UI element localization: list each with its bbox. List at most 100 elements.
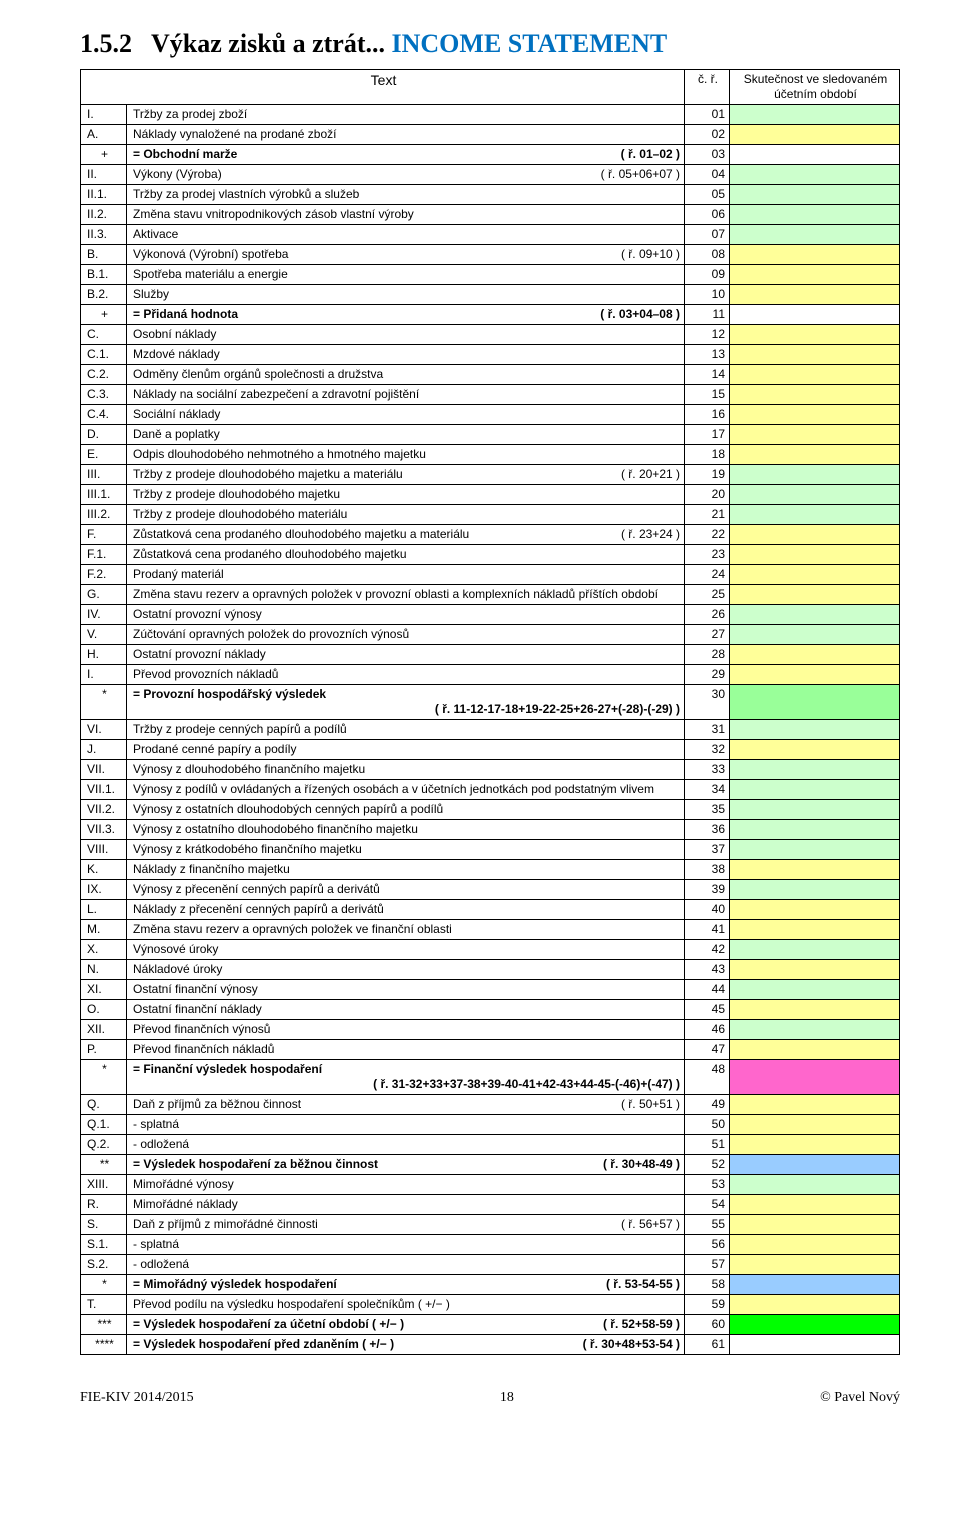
row-value: [730, 364, 900, 384]
row-value: [730, 1334, 900, 1354]
row-prefix: O.: [81, 999, 127, 1019]
row-number: 29: [685, 664, 730, 684]
row-text-label: - odložená: [133, 1257, 189, 1271]
row-number: 21: [685, 504, 730, 524]
row-number: 54: [685, 1194, 730, 1214]
row-text-label: Prodané cenné papíry a podíly: [133, 742, 296, 756]
row-text-label: Tržby za prodej vlastních výrobků a služ…: [133, 187, 359, 201]
row-value: [730, 939, 900, 959]
table-row: += Přidaná hodnota( ř. 03+04–08 )11: [81, 304, 900, 324]
table-row: ****= Výsledek hospodaření před zdaněním…: [81, 1334, 900, 1354]
footer-author: Pavel Nový: [834, 1390, 900, 1405]
heading-cz: Výkaz zisků a ztrát...: [151, 29, 385, 58]
row-text: Výnosy z dlouhodobého finančního majetku: [127, 759, 685, 779]
header-row: Text č. ř. Skutečnost ve sledovaném účet…: [81, 69, 900, 104]
row-prefix: B.1.: [81, 264, 127, 284]
row-text: Ostatní provozní výnosy: [127, 604, 685, 624]
row-number: 23: [685, 544, 730, 564]
row-text-label: = Provozní hospodářský výsledek: [133, 687, 326, 701]
row-text: = Finanční výsledek hospodaření( ř. 31-3…: [127, 1059, 685, 1094]
row-text-label: Výnosy z ostatních dlouhodobých cenných …: [133, 802, 443, 816]
table-row: C.4.Sociální náklady16: [81, 404, 900, 424]
row-prefix: VII.1.: [81, 779, 127, 799]
table-row: Q.1.- splatná50: [81, 1114, 900, 1134]
row-number: 58: [685, 1274, 730, 1294]
row-text-label: Odměny členům orgánů společnosti a družs…: [133, 367, 383, 381]
table-row: C.Osobní náklady12: [81, 324, 900, 344]
row-text-label: Tržby z prodeje cenných papírů a podílů: [133, 722, 347, 736]
row-number: 16: [685, 404, 730, 424]
row-text: Tržby za prodej zboží: [127, 104, 685, 124]
row-value: [730, 859, 900, 879]
row-text-label: Výnosy z krátkodobého finančního majetku: [133, 842, 362, 856]
row-value: [730, 644, 900, 664]
row-prefix: III.: [81, 464, 127, 484]
row-number: 36: [685, 819, 730, 839]
table-row: G.Změna stavu rezerv a opravných položek…: [81, 584, 900, 604]
row-prefix: II.3.: [81, 224, 127, 244]
row-text: Sociální náklady: [127, 404, 685, 424]
row-text-label: Ostatní provozní náklady: [133, 647, 266, 661]
header-row-number: č. ř.: [685, 69, 730, 104]
footer-left: FIE-KIV 2014/2015: [80, 1389, 194, 1407]
row-number: 15: [685, 384, 730, 404]
row-value: [730, 664, 900, 684]
row-text: = Výsledek hospodaření před zdaněním ( +…: [127, 1334, 685, 1354]
row-number: 12: [685, 324, 730, 344]
row-prefix: **: [81, 1154, 127, 1174]
row-text-label: = Mimořádný výsledek hospodaření: [133, 1277, 337, 1291]
row-prefix: *: [81, 1274, 127, 1294]
row-value: [730, 1314, 900, 1334]
row-value: [730, 1094, 900, 1114]
row-value: [730, 1154, 900, 1174]
row-text: Odměny členům orgánů společnosti a družs…: [127, 364, 685, 384]
row-value: [730, 719, 900, 739]
row-number: 13: [685, 344, 730, 364]
row-text: - splatná: [127, 1114, 685, 1134]
row-text-label: Osobní náklady: [133, 327, 216, 341]
row-value: [730, 504, 900, 524]
row-text-label: = Výsledek hospodaření před zdaněním ( +…: [133, 1337, 394, 1351]
row-prefix: J.: [81, 739, 127, 759]
row-value: [730, 1039, 900, 1059]
row-value: [730, 284, 900, 304]
row-value: [730, 919, 900, 939]
table-row: S.1.- splatná56: [81, 1234, 900, 1254]
row-prefix: *: [81, 1059, 127, 1094]
row-number: 52: [685, 1154, 730, 1174]
table-row: III.1.Tržby z prodeje dlouhodobého majet…: [81, 484, 900, 504]
row-text-label: Změna stavu rezerv a opravných položek v…: [133, 587, 658, 601]
row-value: [730, 304, 900, 324]
row-text: Daň z příjmů z mimořádné činnosti( ř. 56…: [127, 1214, 685, 1234]
row-text: - splatná: [127, 1234, 685, 1254]
table-row: VIII. Výnosy z krátkodobého finančního ma…: [81, 839, 900, 859]
row-prefix: VIII.: [81, 839, 127, 859]
row-text: Převod provozních nákladů: [127, 664, 685, 684]
table-row: B.2.Služby10: [81, 284, 900, 304]
row-text-label: Odpis dlouhodobého nehmotného a hmotného…: [133, 447, 426, 461]
table-row: II.3.Aktivace07: [81, 224, 900, 244]
table-row: XI.Ostatní finanční výnosy44: [81, 979, 900, 999]
table-row: L.Náklady z přecenění cenných papírů a d…: [81, 899, 900, 919]
row-text-label: Výnosové úroky: [133, 942, 218, 956]
row-number: 41: [685, 919, 730, 939]
row-value: [730, 264, 900, 284]
row-text: Výnosy z přecenění cenných papírů a deri…: [127, 879, 685, 899]
row-text: Výkony (Výroba)( ř. 05+06+07 ): [127, 164, 685, 184]
row-prefix: III.1.: [81, 484, 127, 504]
row-value: [730, 799, 900, 819]
row-number: 34: [685, 779, 730, 799]
row-prefix: I.: [81, 664, 127, 684]
table-row: VII.1.Výnosy z podílů v ovládaných a říz…: [81, 779, 900, 799]
row-text-label: = Přidaná hodnota: [133, 307, 238, 321]
row-text: Zúčtování opravných položek do provozníc…: [127, 624, 685, 644]
table-row: I.Tržby za prodej zboží01: [81, 104, 900, 124]
row-value: [730, 244, 900, 264]
row-text-label: Náklady na sociální zabezpečení a zdravo…: [133, 387, 419, 401]
table-row: += Obchodní marže( ř. 01–02 )03: [81, 144, 900, 164]
row-number: 39: [685, 879, 730, 899]
row-number: 44: [685, 979, 730, 999]
row-text-label: Náklady z finančního majetku: [133, 862, 290, 876]
row-prefix: T.: [81, 1294, 127, 1314]
row-value: [730, 464, 900, 484]
